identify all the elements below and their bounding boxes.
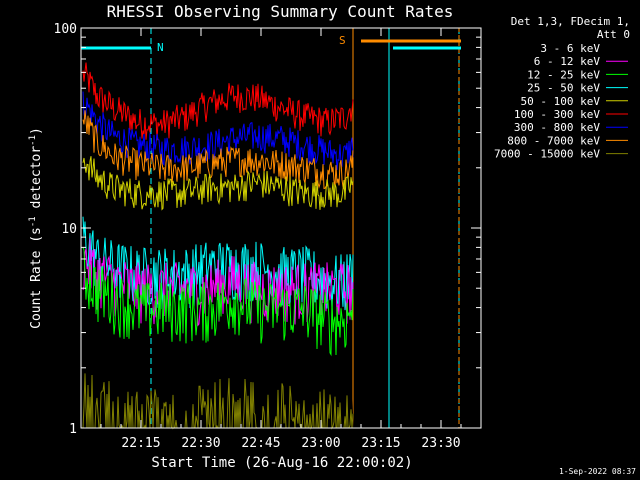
saa-flag-label: S — [339, 34, 346, 47]
series-100-300-kev-line — [82, 62, 354, 141]
legend-entry-label: 800 - 7000 keV — [507, 134, 600, 147]
legend-entry-label: 6 - 12 keV — [534, 55, 601, 68]
legend-entry-label: 50 - 100 keV — [521, 95, 601, 108]
series-50-100-kev-line — [82, 156, 354, 211]
legend-header-2: Att 0 — [597, 28, 630, 41]
x-axis-label: Start Time (26-Aug-16 22:00:02) — [151, 455, 412, 471]
chart-title: RHESSI Observing Summary Count Rates — [107, 2, 454, 21]
series-12-25-kev-line — [82, 247, 354, 357]
legend-entry-label: 12 - 25 keV — [527, 68, 600, 81]
footer-date: 1-Sep-2022 08:37 — [559, 467, 636, 476]
night-flag-label: N — [157, 41, 164, 54]
legend-entry-label: 100 - 300 keV — [514, 108, 600, 121]
plot-frame — [80, 27, 482, 429]
y-axis-label: Count Rate (s-1 detector-1) — [28, 127, 44, 329]
x-tick-label: 23:15 — [361, 436, 400, 451]
legend-entry-label: 300 - 800 keV — [514, 121, 600, 134]
y-tick-label: 1 — [69, 422, 77, 437]
legend-entry-label: 25 - 50 keV — [527, 82, 600, 95]
y-tick-label: 100 — [54, 22, 77, 37]
x-tick-label: 22:15 — [121, 436, 160, 451]
legend-entry-label: 7000 - 15000 keV — [494, 148, 600, 161]
y-tick-label: 10 — [61, 222, 77, 237]
series-6-12-kev-line — [82, 238, 354, 327]
series-800-7000-kev-line — [82, 110, 354, 191]
x-tick-label: 22:45 — [241, 436, 280, 451]
x-tick-label: 23:00 — [301, 436, 340, 451]
x-tick-label: 22:30 — [181, 436, 220, 451]
legend-entry-label: 3 - 6 keV — [540, 42, 600, 55]
x-tick-label: 23:30 — [421, 436, 460, 451]
legend-header-1: Det 1,3, FDecim 1, — [511, 15, 630, 28]
